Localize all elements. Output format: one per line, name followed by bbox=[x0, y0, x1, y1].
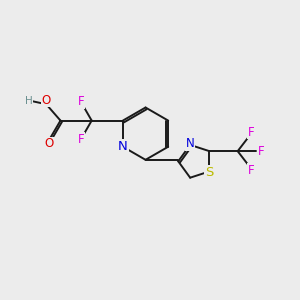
Text: O: O bbox=[45, 137, 54, 150]
Text: N: N bbox=[186, 137, 194, 150]
Text: O: O bbox=[42, 94, 51, 106]
Text: F: F bbox=[78, 95, 85, 108]
Text: F: F bbox=[78, 133, 85, 146]
Text: F: F bbox=[257, 145, 264, 158]
Text: F: F bbox=[248, 164, 255, 177]
Text: H: H bbox=[25, 96, 32, 106]
Text: F: F bbox=[248, 126, 255, 139]
Text: S: S bbox=[205, 166, 214, 178]
Text: N: N bbox=[118, 140, 128, 153]
